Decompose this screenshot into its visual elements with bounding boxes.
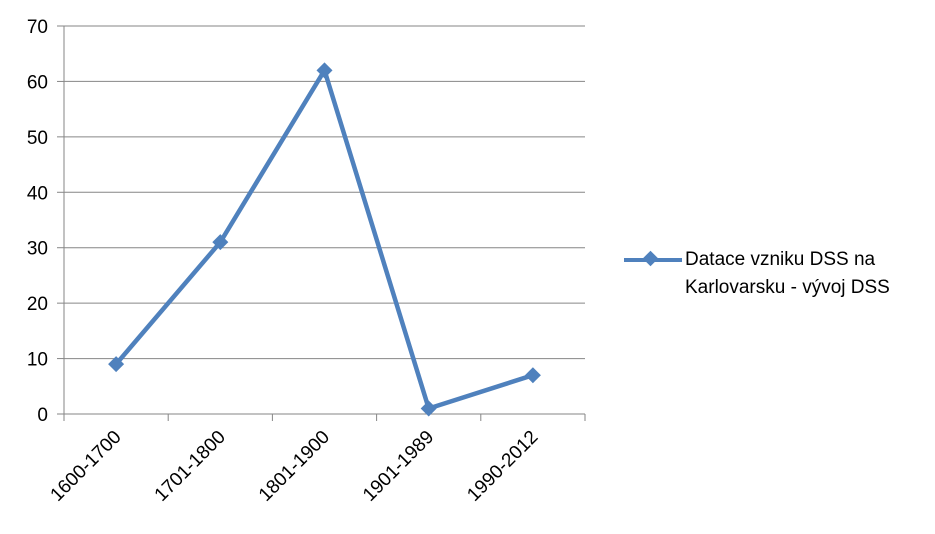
axes: [57, 25, 586, 421]
series-markers: [108, 62, 541, 417]
grid-lines: [64, 25, 585, 360]
x-tick-label: 1901-1989: [359, 427, 438, 506]
legend-swatch: [622, 246, 684, 274]
y-tick-label: 40: [27, 183, 48, 204]
legend-diamond-icon: [642, 250, 659, 267]
y-tick-label: 20: [27, 294, 48, 315]
x-tick-label: 1801-1900: [255, 427, 334, 506]
data-point-marker: [524, 367, 541, 384]
y-tick-label: 70: [27, 17, 48, 38]
x-tick-label: 1990-2012: [463, 427, 542, 506]
x-tick-labels: 1600-1700 1701-1800 1801-1900 1901-1989 1990…: [47, 427, 543, 506]
y-tick-label: 50: [27, 128, 48, 149]
y-tick-label: 10: [27, 350, 48, 371]
y-tick-label: 30: [27, 239, 48, 260]
legend: Datace vzniku DSS na Karlovarsku - vývoj…: [622, 246, 935, 302]
series-line: [113, 68, 536, 411]
y-tick-labels: 0 10 20 30 40 50 60 70: [27, 17, 48, 426]
x-tick-label: 1600-1700: [47, 427, 126, 506]
y-tick-label: 0: [37, 405, 48, 426]
x-tick-label: 1701-1800: [151, 427, 230, 506]
data-point-marker: [108, 356, 125, 373]
data-point-marker: [212, 234, 229, 251]
series-lines: [113, 68, 536, 411]
data-point-marker: [316, 62, 333, 79]
data-point-marker: [420, 400, 437, 417]
y-tick-label: 60: [27, 72, 48, 93]
legend-label: Datace vzniku DSS na Karlovarsku - vývoj…: [685, 249, 890, 298]
